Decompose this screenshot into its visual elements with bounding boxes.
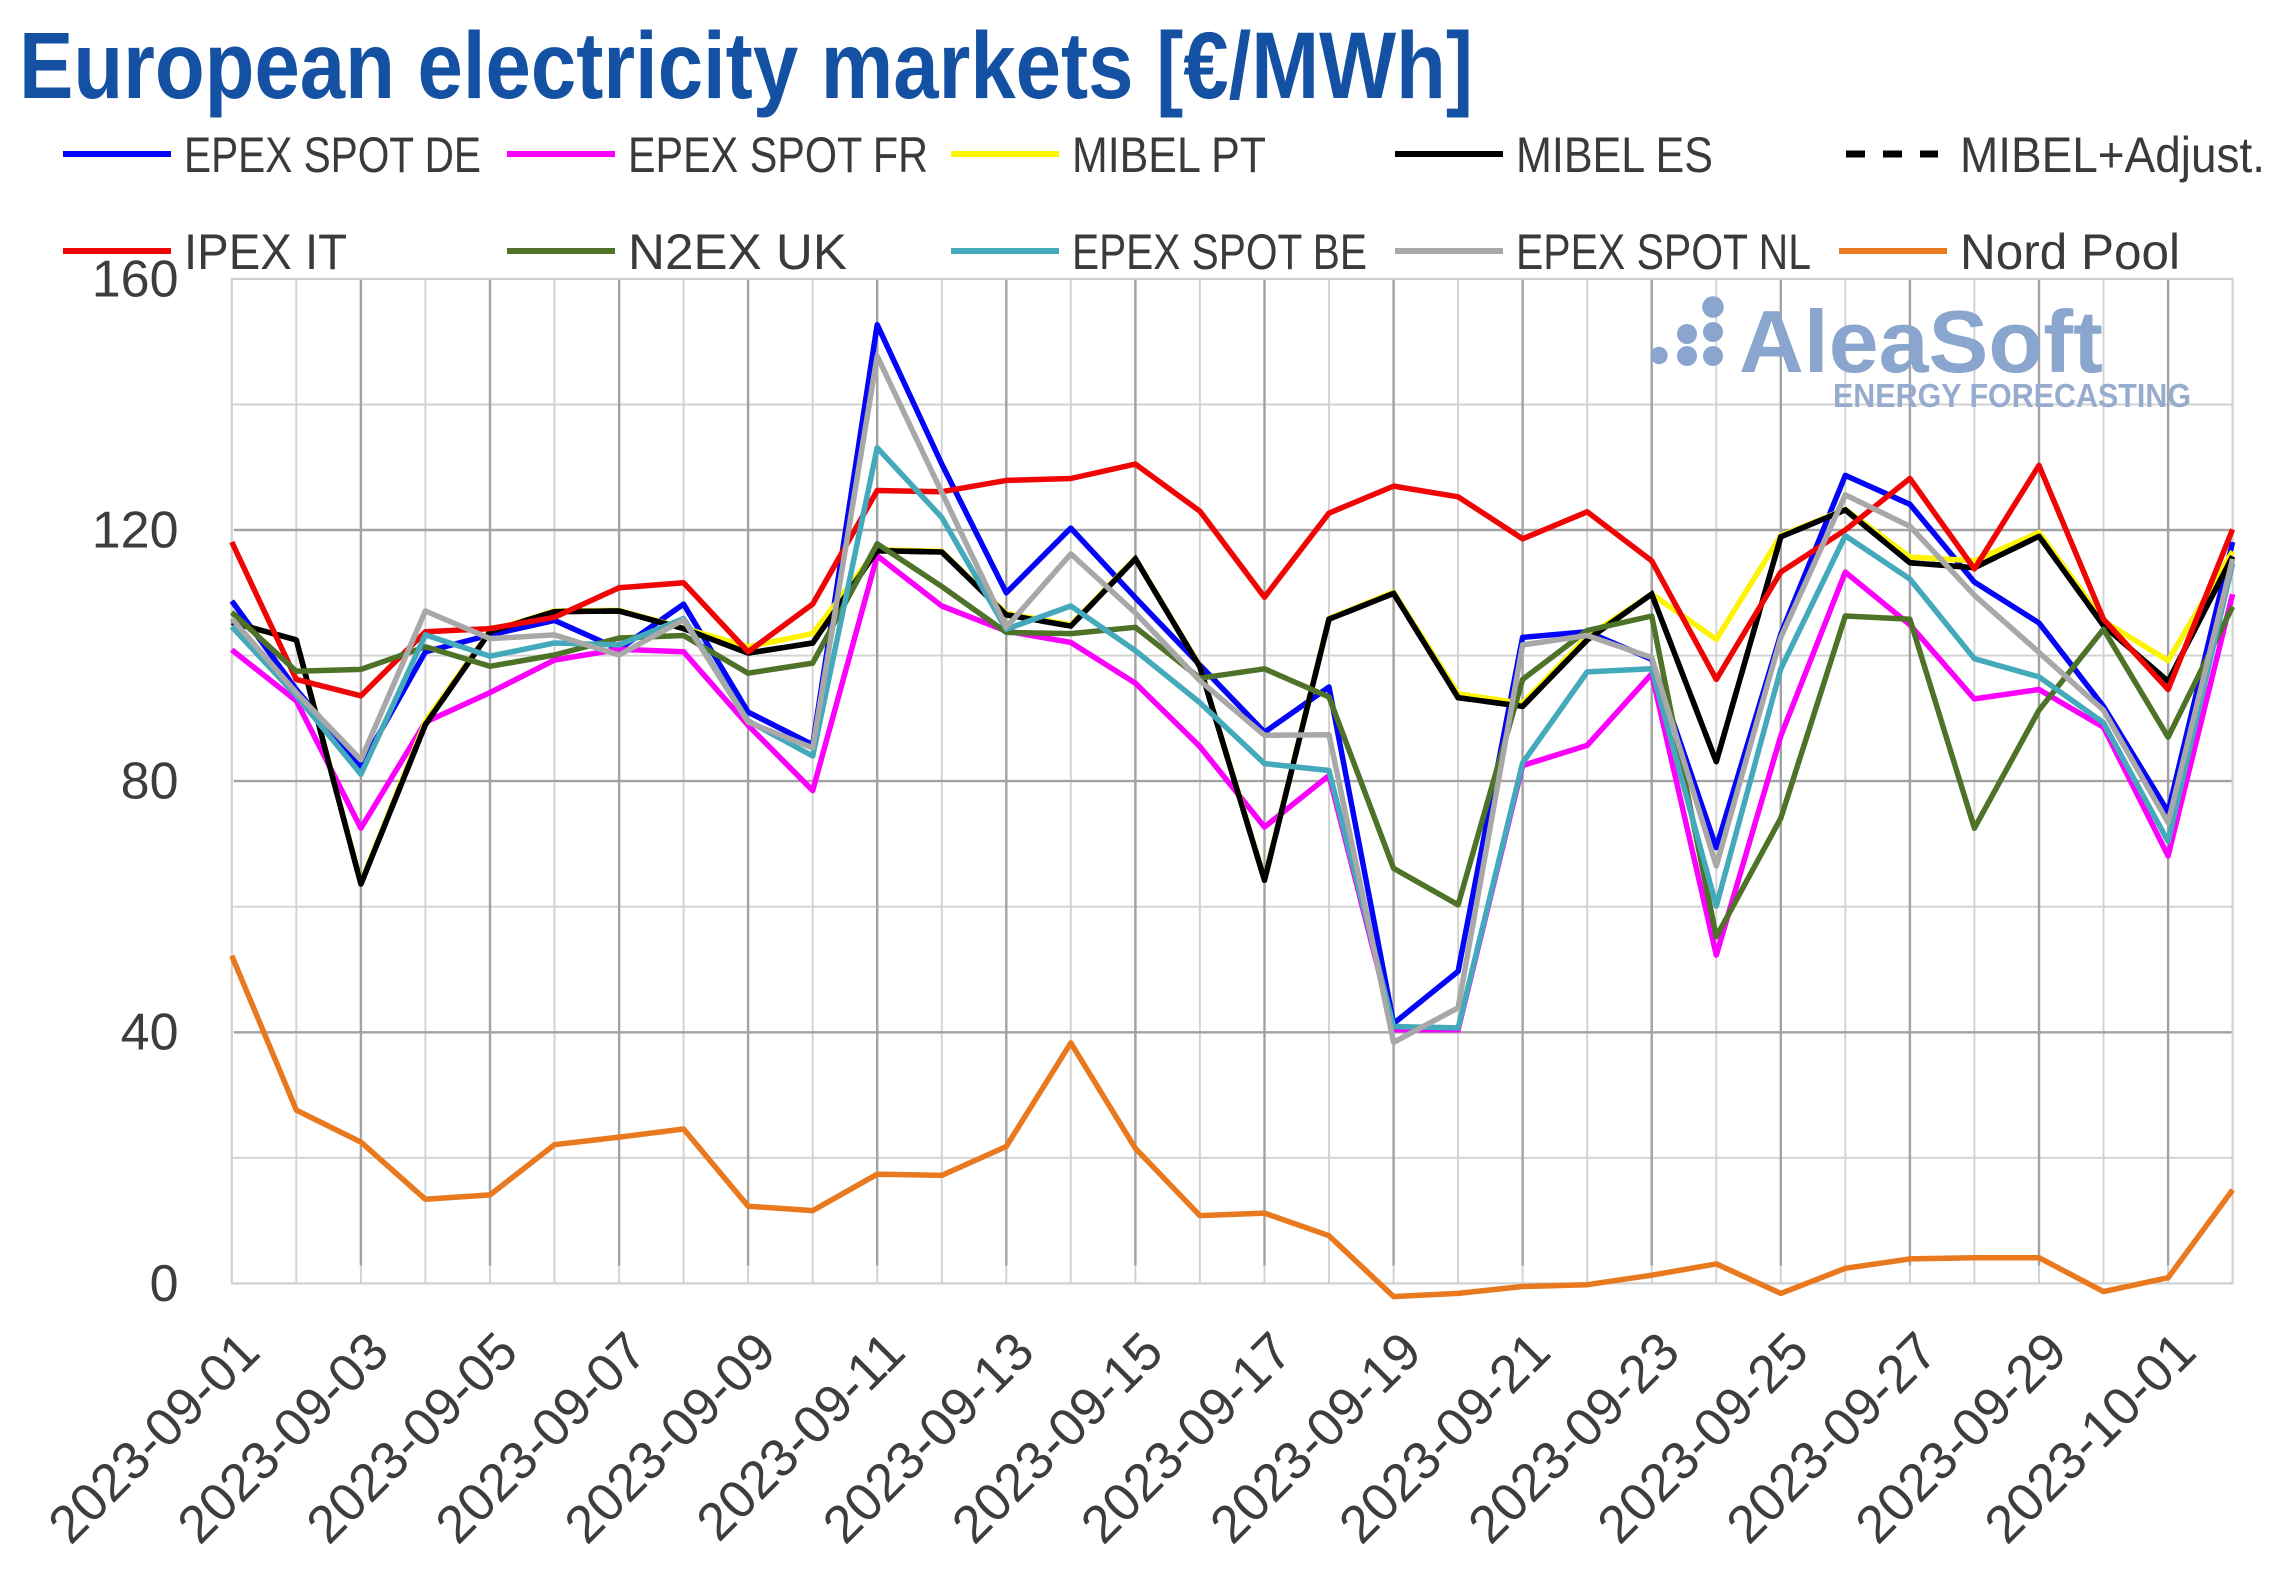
svg-text:40: 40 — [121, 1004, 179, 1062]
svg-text:120: 120 — [92, 501, 179, 559]
svg-text:EPEX SPOT NL: EPEX SPOT NL — [1516, 224, 1811, 280]
svg-text:ENERGY FORECASTING: ENERGY FORECASTING — [1833, 377, 2191, 414]
svg-text:80: 80 — [121, 753, 179, 811]
svg-text:MIBEL PT: MIBEL PT — [1072, 127, 1266, 183]
svg-text:160: 160 — [92, 250, 179, 308]
svg-text:IPEX IT: IPEX IT — [184, 224, 347, 280]
svg-text:0: 0 — [150, 1255, 179, 1313]
svg-text:MIBEL ES: MIBEL ES — [1516, 127, 1713, 183]
svg-text:MIBEL+Adjust.: MIBEL+Adjust. — [1960, 127, 2265, 183]
svg-text:EPEX SPOT FR: EPEX SPOT FR — [628, 127, 928, 183]
svg-text:Nord Pool: Nord Pool — [1960, 224, 2180, 280]
svg-text:AleaSoft: AleaSoft — [1739, 292, 2103, 391]
svg-text:European electricity markets [: European electricity markets [€/MWh] — [19, 13, 1473, 119]
svg-text:EPEX SPOT BE: EPEX SPOT BE — [1072, 224, 1367, 280]
svg-text:N2EX UK: N2EX UK — [628, 224, 847, 280]
svg-text:EPEX SPOT DE: EPEX SPOT DE — [184, 127, 481, 183]
